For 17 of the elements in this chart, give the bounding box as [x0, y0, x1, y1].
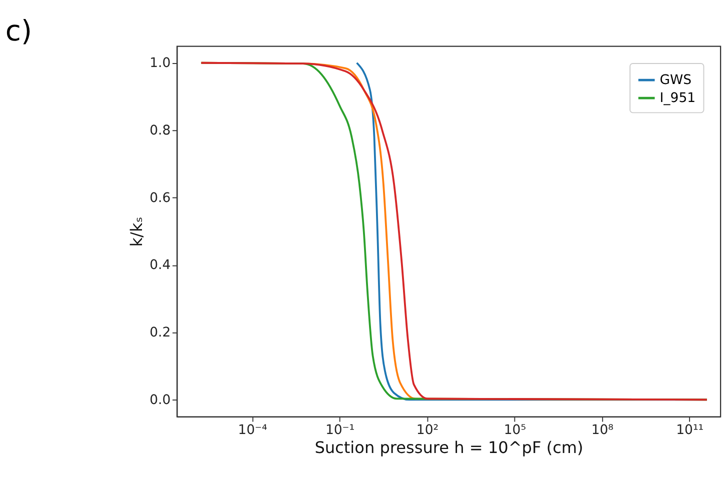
x-tick-label: 10⁸	[591, 423, 614, 438]
chart-title: c)	[5, 14, 32, 48]
y-tick-label: 1.0	[150, 56, 171, 72]
x-tick-label: 10⁻⁴	[238, 423, 268, 438]
y-tick-label: 0.6	[150, 190, 171, 206]
legend-label: GWS	[660, 72, 692, 88]
y-tick-label: 0.2	[150, 326, 171, 341]
x-tick-label: 10⁻¹	[325, 423, 355, 438]
y-tick-label: 0.8	[150, 124, 171, 138]
legend-label: I_951	[660, 90, 696, 106]
y-axis-title: k/kₛ	[127, 216, 146, 247]
y-tick-label: 0.4	[150, 258, 171, 274]
x-tick-label: 10¹¹	[676, 423, 704, 438]
y-tick-label: 0.0	[150, 392, 171, 408]
x-tick-label: 10²	[416, 423, 439, 438]
x-tick-label: 10⁵	[504, 423, 526, 438]
x-axis-title: Suction pressure h = 10^pF (cm)	[314, 438, 584, 457]
